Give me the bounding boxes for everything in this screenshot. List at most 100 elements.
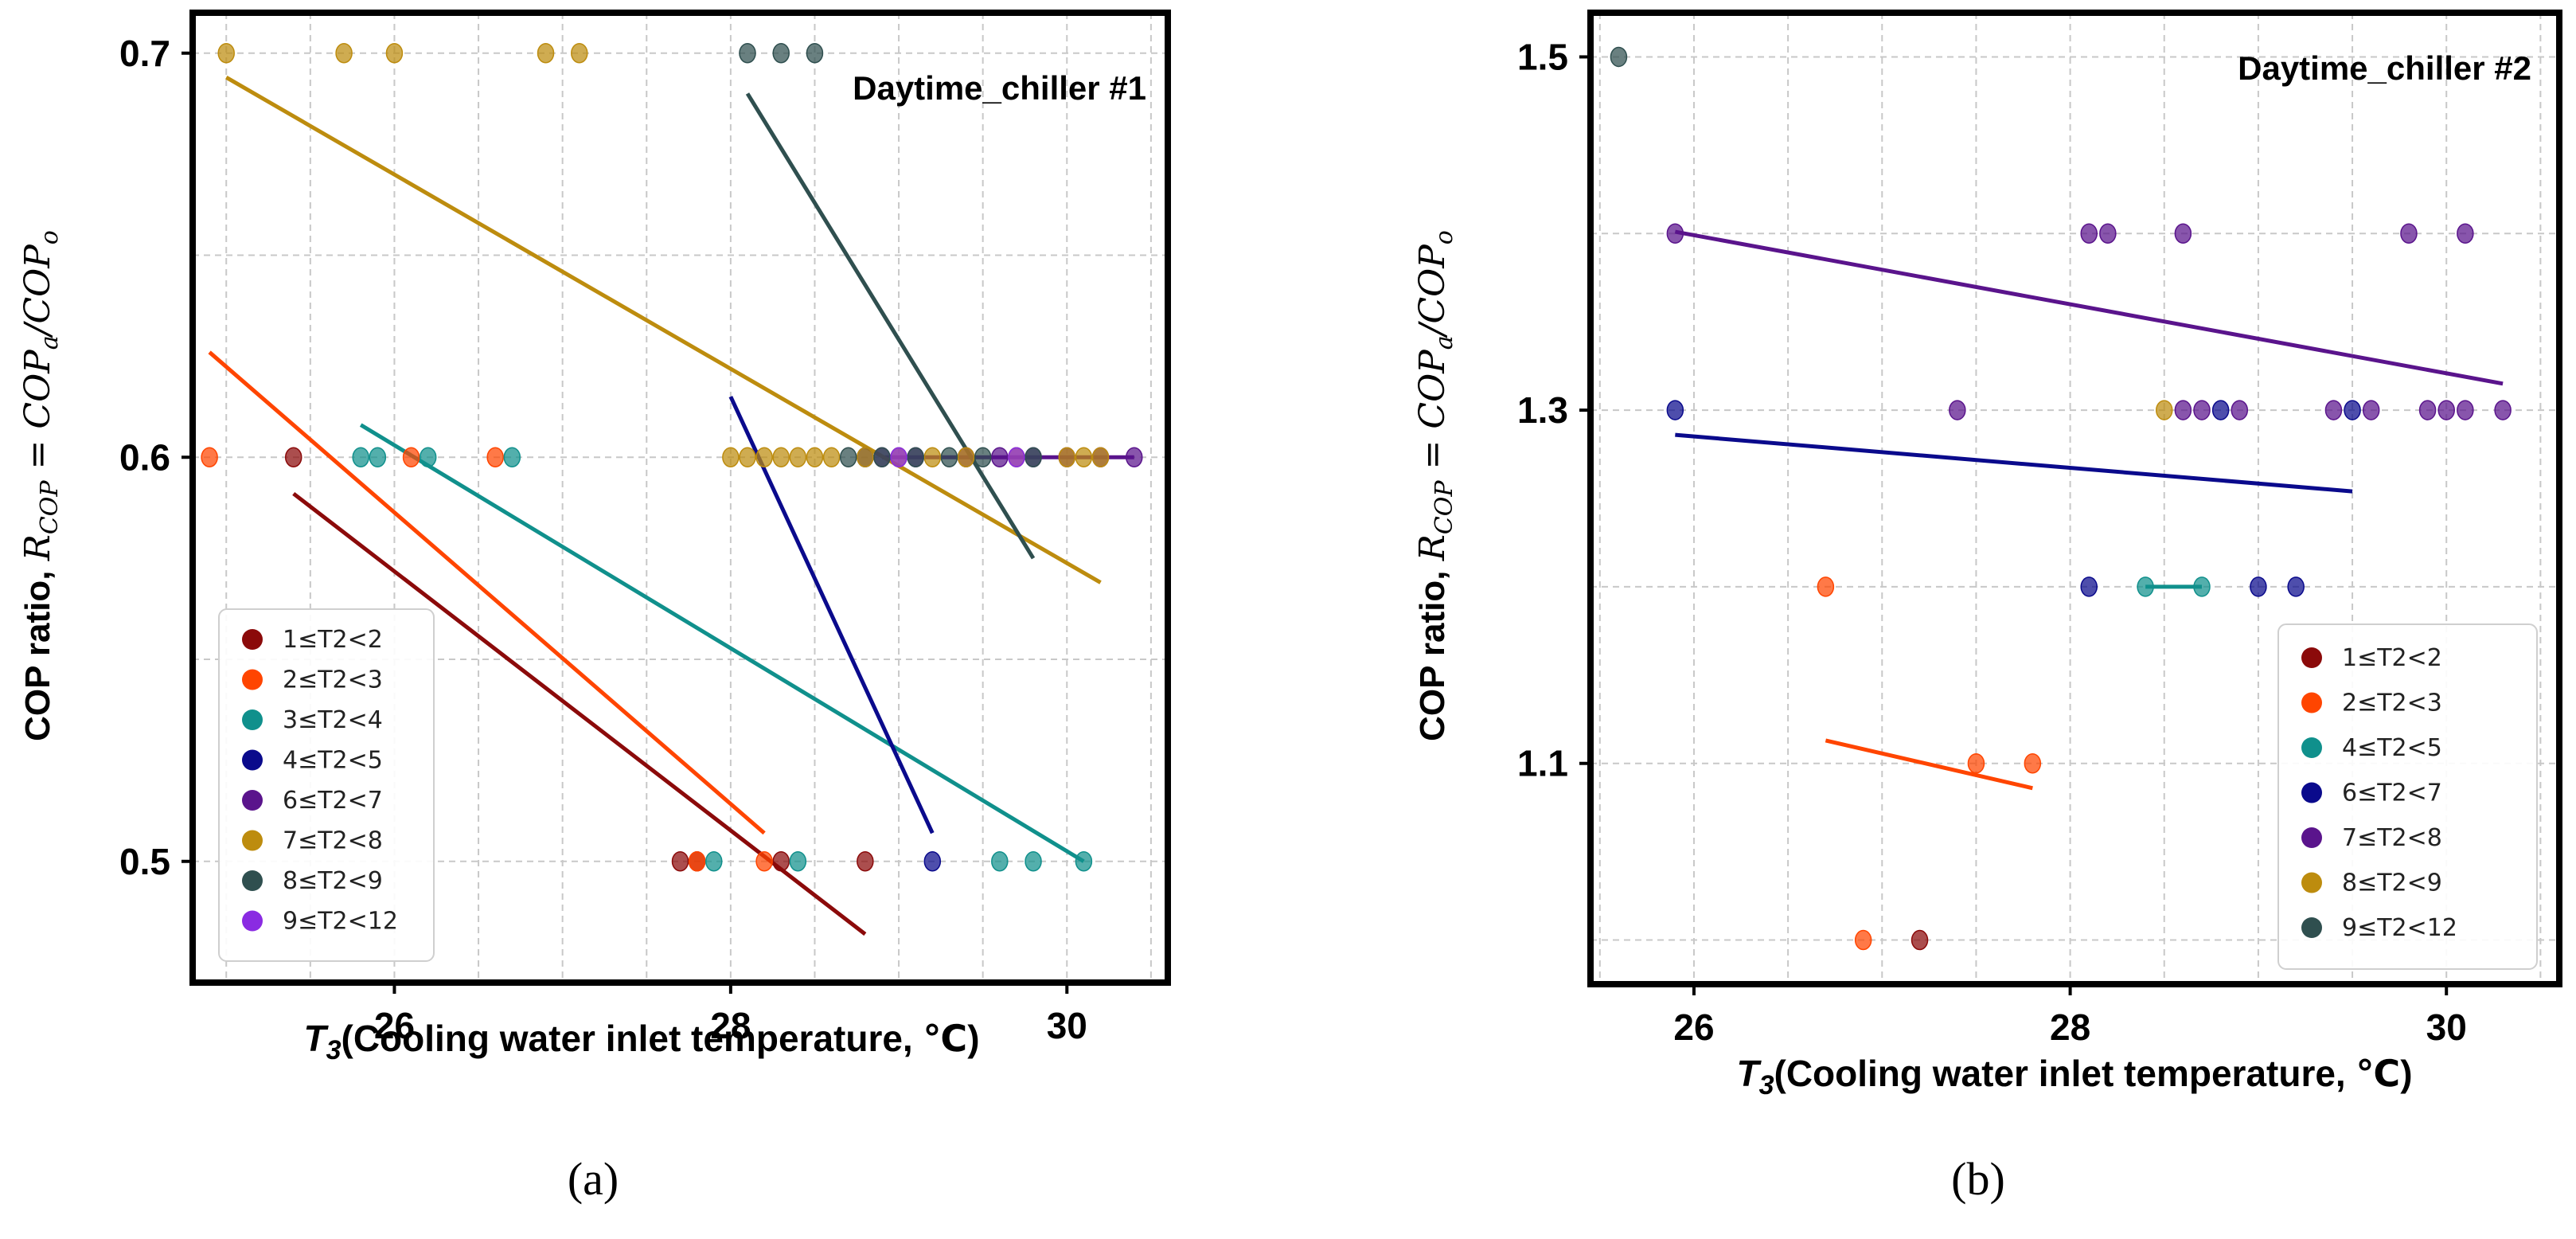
data-point-s4-p7 xyxy=(2231,400,2249,420)
plot-frame xyxy=(1587,10,2562,987)
data-point-s3-p2 xyxy=(2211,400,2230,420)
legend-marker-6 xyxy=(242,870,263,891)
data-point-s1-p1 xyxy=(402,447,420,467)
x-axis-label-symbol: T xyxy=(1736,1053,1762,1094)
data-point-s2-p2 xyxy=(419,447,437,467)
panel-caption: (b) xyxy=(1951,1153,2005,1205)
data-point-s0-p0 xyxy=(284,447,302,467)
data-point-s3-p0 xyxy=(1666,400,1684,420)
trend-line-5 xyxy=(224,76,1102,584)
trend-line-6 xyxy=(745,92,1036,560)
chart-panel-a: 26 28 30 0.5 0.6 0.7 Daytime_chiller #1 1≤T2<2 2… xyxy=(18,10,1171,1205)
data-point-s4-p9 xyxy=(2362,400,2380,420)
y-axis-label-slash-subscript: o xyxy=(1430,230,1458,244)
legend-box xyxy=(2277,623,2538,970)
legend-label-1: 2≤T2<3 xyxy=(2342,690,2442,717)
data-point-s2-p7 xyxy=(1025,851,1042,872)
y-axis-label-eq-subscript: a xyxy=(1430,335,1458,350)
data-point-s2-p6 xyxy=(991,851,1009,872)
legend-box xyxy=(218,608,435,962)
data-point-s0-p4 xyxy=(857,851,874,872)
legend-marker-5 xyxy=(2301,872,2322,893)
data-point-s5-p18 xyxy=(1075,447,1093,467)
legend-label-3: 6≤T2<7 xyxy=(2342,780,2442,807)
legend: 1≤T2<2 2≤T2<3 4≤T2<5 6≤T2<7 7≤T2<8 8≤T2<9 9≤T2… xyxy=(2277,623,2538,970)
data-points xyxy=(201,43,1143,872)
data-point-s5-p17 xyxy=(1058,447,1076,467)
data-point-s3-p3 xyxy=(2250,577,2267,597)
legend-marker-3 xyxy=(2301,782,2322,803)
data-point-s6-p3 xyxy=(839,447,857,467)
data-point-s1-p0 xyxy=(1817,577,1835,597)
data-point-s1-p3 xyxy=(688,851,706,872)
x-axis-label: T3(Cooling water inlet temperature, ℃) xyxy=(303,1018,979,1065)
data-point-s6-p5 xyxy=(907,447,924,467)
legend-marker-2 xyxy=(242,709,263,730)
data-point-s5-p10 xyxy=(806,447,824,467)
data-point-s5-p8 xyxy=(772,447,790,467)
data-point-s2-p0 xyxy=(352,447,369,467)
y-tick-label: 0.5 xyxy=(119,841,170,882)
data-point-s0-p1 xyxy=(671,851,689,872)
data-point-s5-p3 xyxy=(537,43,555,64)
x-tick-label: 30 xyxy=(2426,1006,2467,1048)
data-point-s6-p0 xyxy=(739,43,756,64)
legend-label-5: 7≤T2<8 xyxy=(283,827,383,855)
x-tick-label: 28 xyxy=(710,1005,751,1046)
chart-annotation: Daytime_chiller #1 xyxy=(853,69,1146,107)
data-point-s6-p1 xyxy=(772,43,790,64)
y-axis-label-slash-subscript: o xyxy=(36,230,64,244)
x-axis-label-text: (Cooling water inlet temperature, ℃) xyxy=(1774,1053,2413,1094)
trend-line-2 xyxy=(359,423,1085,863)
y-axis-label-text: COP ratio, xyxy=(1413,561,1452,741)
data-point-s1-p2 xyxy=(1967,752,1985,774)
data-point-s4-p7 xyxy=(1126,447,1143,467)
legend-marker-4 xyxy=(2301,827,2322,848)
legend-marker-4 xyxy=(242,790,263,811)
y-axis-label-symbol: R xyxy=(18,534,58,561)
y-axis-label: COP ratio, RCOP = COPa/COPo xyxy=(18,230,64,741)
y-axis-label-text: COP ratio, xyxy=(18,561,57,741)
data-point-s3-p1 xyxy=(2080,577,2098,597)
x-tick-label: 28 xyxy=(2050,1006,2090,1048)
legend-label-2: 4≤T2<5 xyxy=(2342,734,2442,762)
data-point-s3-p4 xyxy=(2287,577,2305,597)
data-point-s1-p1 xyxy=(1854,929,1872,951)
legend-marker-5 xyxy=(242,830,263,851)
data-point-s0-p3 xyxy=(772,851,790,872)
x-axis-label-subscript: 3 xyxy=(1759,1070,1774,1100)
data-point-s4-p8 xyxy=(2324,400,2343,420)
data-point-s4-p3 xyxy=(2099,223,2117,244)
panel-caption: (a) xyxy=(568,1153,619,1205)
data-point-s4-p11 xyxy=(2418,400,2437,420)
data-point-s5-p0 xyxy=(2155,400,2173,420)
data-points xyxy=(1610,46,2512,951)
y-axis-label-eq-subscript: a xyxy=(36,335,64,350)
y-tick-label: 0.6 xyxy=(119,436,170,478)
data-point-s4-p10 xyxy=(2400,223,2418,244)
data-point-s5-p12 xyxy=(857,447,874,467)
trend-lines xyxy=(208,76,1134,936)
x-axis-label-text: (Cooling water inlet temperature, ℃) xyxy=(342,1018,980,1059)
data-point-s7-p0 xyxy=(890,447,907,467)
y-axis-label: COP ratio, RCOP = COPa/COPo xyxy=(1412,230,1458,741)
data-point-s5-p6 xyxy=(739,447,756,467)
data-point-s6-p7 xyxy=(974,447,992,467)
data-point-s6-p4 xyxy=(873,447,891,467)
legend: 1≤T2<2 2≤T2<3 3≤T2<4 4≤T2<5 6≤T2<7 7≤T2<8 8≤T2… xyxy=(218,608,435,962)
data-point-s2-p5 xyxy=(789,851,807,872)
data-point-s4-p12 xyxy=(2437,400,2455,420)
data-point-s4-p15 xyxy=(2494,400,2512,420)
trend-line-1 xyxy=(1825,738,2033,791)
x-tick-label: 26 xyxy=(374,1005,415,1046)
data-point-s6-p2 xyxy=(806,43,824,64)
data-point-s1-p4 xyxy=(755,851,773,872)
data-point-s4-p13 xyxy=(2457,400,2474,420)
legend-label-1: 2≤T2<3 xyxy=(283,666,383,694)
x-axis-label-symbol: T xyxy=(303,1018,329,1059)
y-axis-label-eq: = COP xyxy=(18,349,58,481)
legend-marker-7 xyxy=(242,910,263,932)
data-point-s2-p8 xyxy=(1075,851,1093,872)
x-tick-label: 30 xyxy=(1047,1005,1087,1046)
